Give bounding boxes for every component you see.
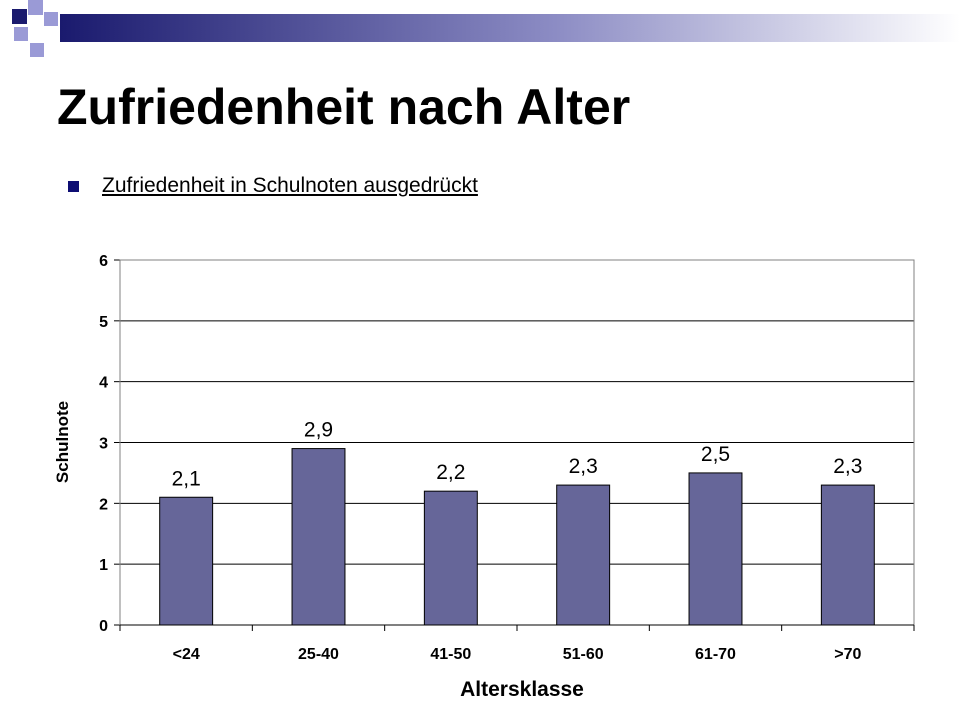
x-axis-title: Altersklasse (460, 678, 584, 701)
bar (159, 496, 214, 626)
data-label: 2,5 (701, 443, 730, 466)
deco-square-light-2 (44, 12, 58, 26)
data-label: 2,3 (833, 455, 862, 478)
y-tick-label: 3 (99, 436, 108, 453)
title-decoration (12, 0, 960, 57)
y-tick-label: 1 (99, 557, 108, 574)
deco-square-light-4 (30, 43, 44, 57)
x-tick-label: >70 (834, 646, 861, 663)
deco-square-light-3 (14, 27, 28, 41)
gridlines (114, 259, 914, 626)
deco-square-dark (12, 9, 27, 24)
bar (291, 448, 346, 626)
data-label: 2,2 (436, 461, 465, 484)
bar (820, 484, 875, 626)
deco-gradient-band (60, 14, 960, 42)
bullet-square-icon (68, 180, 79, 192)
y-tick-labels: 0 1 2 3 4 5 6 (99, 253, 108, 635)
y-tick-label: 2 (99, 496, 108, 513)
x-tick-label: 41-50 (430, 646, 471, 663)
bar (556, 484, 611, 626)
y-tick-label: 4 (99, 375, 108, 392)
data-label: 2,1 (172, 467, 201, 490)
data-labels: 2,1 2,9 2,2 2,3 2,5 2,3 (172, 419, 863, 491)
y-axis-title: Schulnote (53, 401, 72, 483)
data-label: 2,3 (569, 455, 598, 478)
x-tick-label: 61-70 (695, 646, 736, 663)
x-tick-label: 51-60 (563, 646, 604, 663)
data-label: 2,9 (304, 419, 333, 442)
bullet-item: Zufriedenheit in Schulnoten ausgedrückt (68, 174, 478, 198)
y-tick-label: 5 (99, 314, 108, 331)
deco-square-light-1 (28, 0, 43, 15)
x-tick-label: <24 (173, 646, 200, 663)
bar (423, 490, 478, 626)
slide-title: Zufriedenheit nach Alter (57, 79, 631, 135)
x-tick-label: 25-40 (298, 646, 339, 663)
bars (159, 448, 875, 626)
y-tick-label: 6 (99, 253, 108, 270)
bar (688, 472, 743, 626)
y-tick-label: 0 (99, 618, 108, 635)
bullet-text: Zufriedenheit in Schulnoten ausgedrückt (102, 174, 478, 197)
x-tick-labels: <24 25-40 41-50 51-60 61-70 >70 (119, 625, 915, 663)
